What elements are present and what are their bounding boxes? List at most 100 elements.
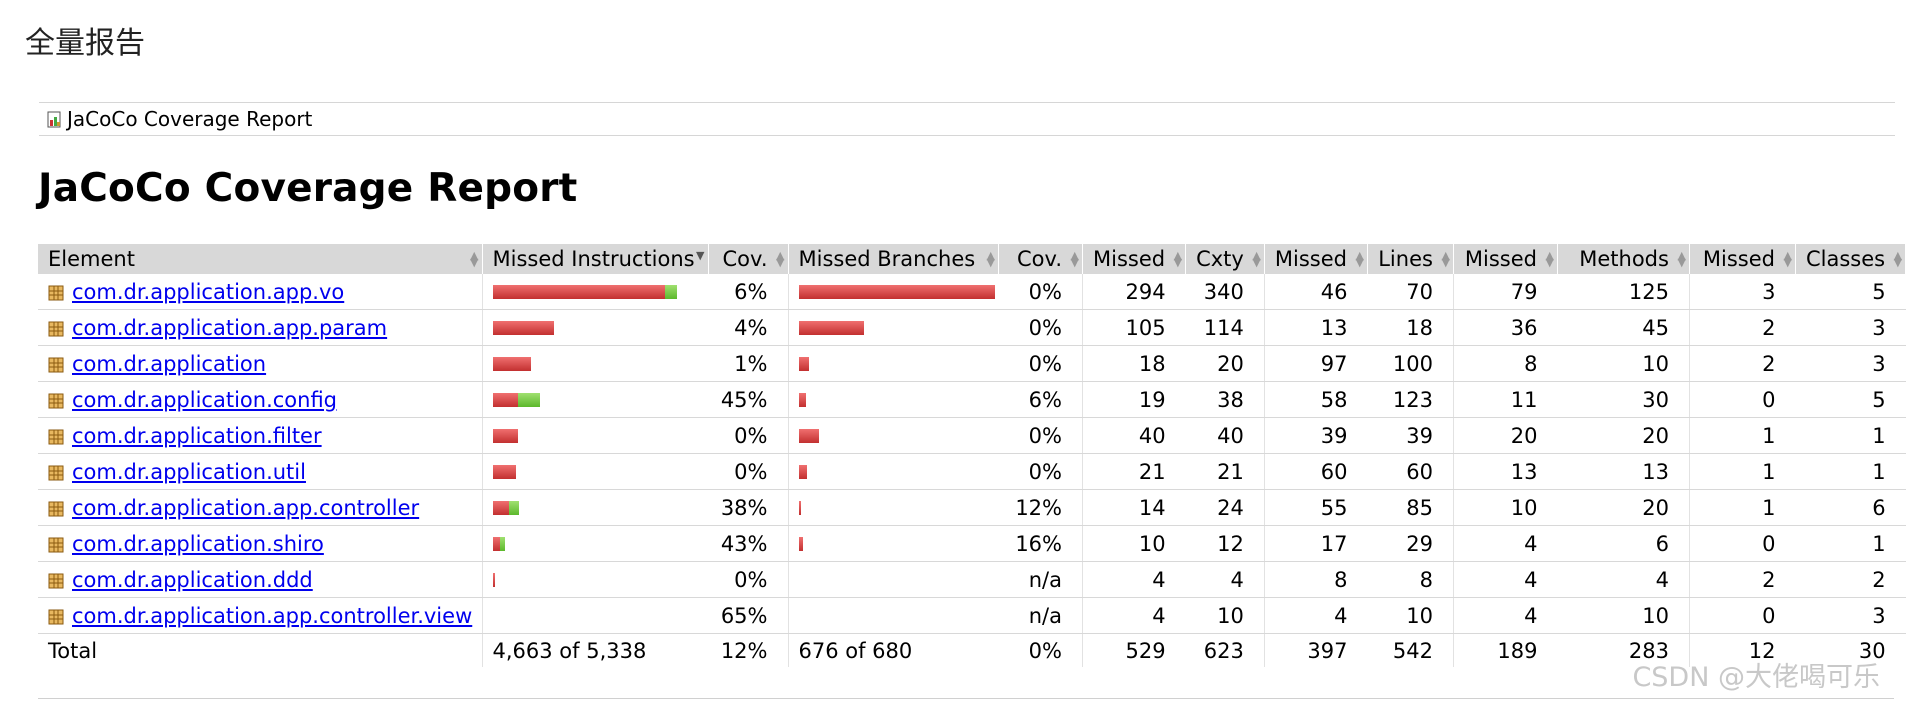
header-missed-classes[interactable]: Missed ▲ ▼	[1689, 244, 1796, 274]
package-link[interactable]: com.dr.application.config	[72, 387, 338, 412]
table-row: com.dr.application.config 45% 6% 19 38 58 123 1…	[38, 381, 1906, 418]
lines-cell: 8	[1367, 561, 1454, 598]
missed-cxty-cell: 10	[1082, 525, 1186, 562]
branches-bar	[798, 454, 995, 489]
missed-methods-cell: 4	[1453, 525, 1558, 562]
instructions-bar	[493, 598, 705, 633]
cxty-cell: 340	[1185, 274, 1265, 310]
sort-icon: ▲ ▼	[986, 249, 995, 269]
instructions-bar	[492, 274, 705, 309]
package-icon	[48, 462, 64, 480]
covered-bar	[664, 284, 677, 299]
package-icon	[48, 318, 64, 336]
branches-bar-cell	[788, 381, 999, 418]
classes-cell: 5	[1795, 381, 1906, 418]
classes-cell: 3	[1795, 345, 1906, 382]
branch-cov-cell: 16%	[998, 525, 1083, 562]
header-element[interactable]: Element ▲ ▼	[38, 244, 483, 274]
package-icon	[48, 498, 64, 516]
cxty-cell: 21	[1185, 453, 1265, 490]
breadcrumb-label[interactable]: JaCoCo Coverage Report	[67, 107, 313, 131]
instructions-bar-cell	[482, 309, 708, 346]
missed-methods-cell: 13	[1453, 453, 1558, 490]
package-link[interactable]: com.dr.application.util	[72, 459, 306, 484]
package-link[interactable]: com.dr.application	[72, 351, 267, 376]
branches-bar	[798, 418, 995, 453]
instructions-bar	[492, 310, 705, 345]
instructions-bar-cell	[482, 417, 708, 454]
instructions-bar-cell	[482, 597, 708, 634]
missed-classes-cell: 1	[1689, 489, 1796, 526]
table-row: com.dr.application.shiro 43% 16% 10 12 17 29 4 6…	[38, 525, 1906, 562]
cxty-cell: 114	[1185, 309, 1265, 346]
total-row: Total 4,663 of 5,338 12% 676 of 680 0% 5…	[38, 633, 1906, 667]
missed-classes-cell: 2	[1689, 561, 1796, 598]
cxty-cell: 12	[1185, 525, 1265, 562]
header-row: Element ▲ ▼ Missed Instructions ▼ Cov. ▲ ▼ Mi…	[38, 244, 1907, 274]
sort-icon: ▲ ▼	[1677, 249, 1686, 269]
header-cxty[interactable]: Cxty ▲ ▼	[1185, 244, 1265, 274]
header-missed-cxty[interactable]: Missed ▲ ▼	[1082, 244, 1187, 274]
missed-bar	[492, 536, 500, 551]
branch-cov-cell: 0%	[998, 345, 1083, 382]
missed-bar	[798, 320, 864, 335]
package-link[interactable]: com.dr.application.app.controller.view	[72, 603, 473, 628]
header-cov-instructions[interactable]: Cov. ▲ ▼	[708, 244, 789, 274]
element-cell: com.dr.application.config	[38, 381, 483, 418]
header-cov-branches[interactable]: Cov. ▲ ▼	[998, 244, 1083, 274]
table-row: com.dr.application.app.vo 6% 0% 294 340 46 70 7…	[38, 274, 1906, 310]
table-row: com.dr.application.util 0% 0% 21 21 60 60 13 13 1…	[38, 453, 1906, 490]
instructions-bar	[492, 562, 705, 597]
methods-cell: 125	[1557, 274, 1690, 310]
instructions-bar-cell	[482, 381, 708, 418]
missed-lines-cell: 58	[1264, 381, 1368, 418]
package-icon	[48, 390, 64, 408]
header-missed-methods[interactable]: Missed ▲ ▼	[1453, 244, 1558, 274]
lines-cell: 18	[1367, 309, 1454, 346]
missed-methods-cell: 10	[1453, 489, 1558, 526]
package-link[interactable]: com.dr.application.filter	[72, 423, 322, 448]
package-icon	[48, 426, 64, 444]
package-link[interactable]: com.dr.application.app.vo	[72, 279, 345, 304]
methods-cell: 13	[1557, 453, 1690, 490]
total-classes: 30	[1858, 638, 1886, 663]
branches-bar-cell	[788, 274, 999, 310]
total-missed-methods: 189	[1497, 638, 1538, 663]
element-cell: com.dr.application.app.param	[38, 309, 483, 346]
missed-methods-cell: 8	[1453, 345, 1558, 382]
missed-classes-cell: 3	[1689, 274, 1796, 310]
methods-cell: 30	[1557, 381, 1690, 418]
missed-bar	[798, 464, 807, 479]
branch-cov-cell: 0%	[998, 274, 1083, 310]
branches-bar	[798, 310, 995, 345]
missed-bar	[492, 284, 665, 299]
header-missed-instructions[interactable]: Missed Instructions ▼	[482, 244, 709, 274]
package-link[interactable]: com.dr.application.shiro	[72, 531, 324, 556]
methods-cell: 10	[1557, 597, 1690, 634]
missed-classes-cell: 1	[1689, 453, 1796, 490]
instr-cov-cell: 0%	[708, 417, 789, 454]
methods-cell: 20	[1557, 417, 1690, 454]
header-methods[interactable]: Methods ▲ ▼	[1557, 244, 1690, 274]
missed-classes-cell: 0	[1689, 597, 1796, 634]
instr-cov-cell: 0%	[708, 561, 789, 598]
total-cxty: 623	[1185, 633, 1265, 667]
missed-cxty-cell: 4	[1082, 597, 1186, 634]
classes-cell: 1	[1795, 417, 1906, 454]
element-cell: com.dr.application.util	[38, 453, 483, 490]
lines-cell: 123	[1367, 381, 1454, 418]
header-classes[interactable]: Classes ▲ ▼	[1795, 244, 1907, 274]
package-link[interactable]: com.dr.application.app.controller	[72, 495, 420, 520]
sort-icon: ▲ ▼	[1893, 249, 1903, 269]
page-heading: 全量报告	[25, 26, 145, 61]
covered-bar	[508, 500, 519, 515]
package-link[interactable]: com.dr.application.app.param	[72, 315, 388, 340]
header-lines[interactable]: Lines ▲ ▼	[1367, 244, 1454, 274]
package-link[interactable]: com.dr.application.ddd	[72, 567, 313, 592]
branch-cov-cell: 0%	[998, 309, 1083, 346]
element-cell: com.dr.application.shiro	[38, 525, 483, 562]
header-missed-branches[interactable]: Missed Branches ▲ ▼	[788, 244, 999, 274]
branches-bar-cell	[788, 597, 999, 634]
header-missed-lines[interactable]: Missed ▲ ▼	[1264, 244, 1368, 274]
missed-bar	[492, 428, 518, 443]
